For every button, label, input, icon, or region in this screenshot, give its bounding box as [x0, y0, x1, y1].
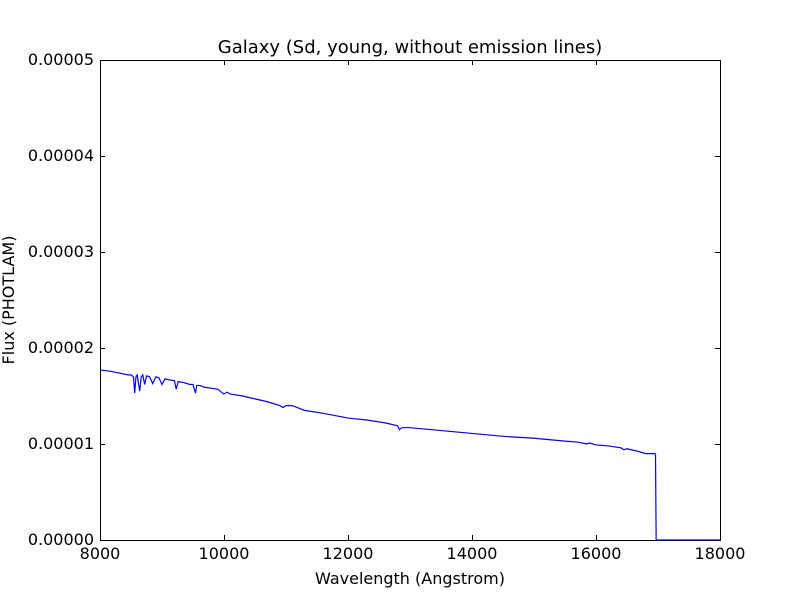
y-tick-label: 0.00002: [28, 338, 94, 357]
y-tick-label: 0.00001: [28, 434, 94, 453]
x-tick-label: 12000: [323, 544, 374, 563]
series-line: [99, 369, 720, 541]
x-tick-label: 8000: [80, 544, 121, 563]
y-tick-label: 0.00000: [28, 530, 94, 549]
ticks: 8000 10000 12000 14000 16000 18000 0.00000 0.00…: [28, 50, 746, 563]
y-axis-label: Flux (PHOTLAM): [0, 236, 18, 365]
x-tick-label: 10000: [199, 544, 250, 563]
series-layer: [99, 369, 720, 541]
y-tick-label: 0.00005: [28, 50, 94, 69]
y-tick-label: 0.00004: [28, 146, 94, 165]
x-tick-label: 14000: [447, 544, 498, 563]
y-tick-label: 0.00003: [28, 242, 94, 261]
x-tick-label: 16000: [571, 544, 622, 563]
plot-frame: [100, 60, 721, 541]
x-axis-label: Wavelength (Angstrom): [315, 569, 505, 588]
chart-title: Galaxy (Sd, young, without emission line…: [218, 37, 603, 58]
x-tick-label: 18000: [695, 544, 746, 563]
